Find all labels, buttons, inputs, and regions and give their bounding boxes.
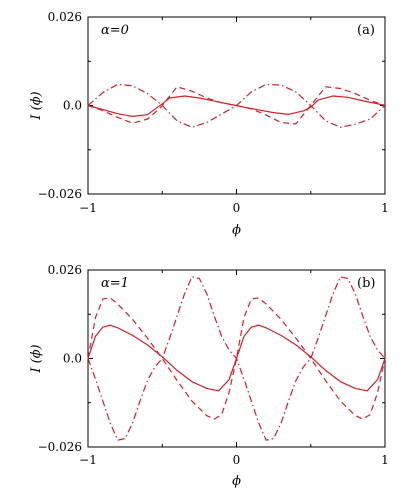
y-tick-label: −0.026 [38, 440, 82, 454]
x-tick-label: 1 [381, 201, 389, 215]
x-tick-label: −1 [79, 453, 97, 467]
panel-label: (a) [357, 23, 375, 38]
series-line-dashdot [87, 276, 386, 441]
x-tick-label: 1 [381, 453, 389, 467]
x-tick-label: 0 [233, 201, 241, 215]
x-axis-label: ϕ [232, 223, 241, 238]
y-tick-label: −0.026 [38, 187, 82, 201]
parameter-label: α=0 [101, 23, 129, 38]
parameter-label: α=1 [101, 276, 129, 291]
x-axis-label: ϕ [232, 474, 241, 489]
y-axis-label: I (ϕ) [29, 91, 44, 120]
panel-a: −1 0 1 −0.026 0.0 0.026 ϕ I (ϕ) (a) α=0 [29, 10, 389, 238]
x-tick-label: 0 [233, 453, 241, 467]
series-line-dashdot [87, 83, 386, 128]
series-line-dashed [87, 297, 386, 420]
y-tick-label: 0.026 [48, 263, 82, 277]
x-tick-label: −1 [79, 201, 97, 215]
y-tick-label: 0.026 [48, 10, 82, 24]
y-tick-label: 0.0 [63, 99, 82, 113]
panel-label: (b) [357, 276, 375, 291]
series-line-dashed [87, 86, 386, 125]
y-axis-label: I (ϕ) [29, 344, 44, 373]
panel-b: −1 0 1 −0.026 0.0 0.026 ϕ I (ϕ) (b) α=1 [29, 263, 389, 489]
y-tick-label: 0.0 [63, 352, 82, 366]
